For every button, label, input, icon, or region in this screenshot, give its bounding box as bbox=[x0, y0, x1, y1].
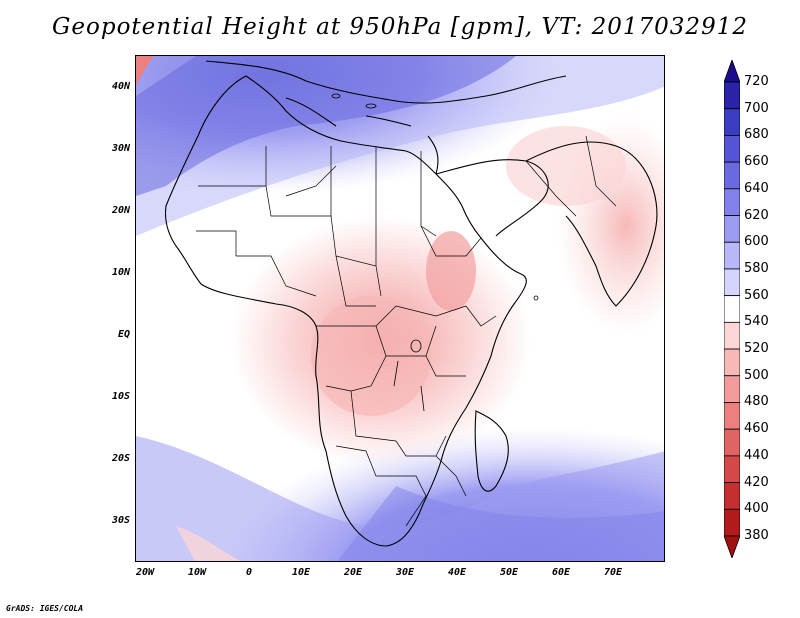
lon-label-40e: 40E bbox=[447, 567, 467, 578]
colorbar-bin bbox=[724, 161, 740, 190]
colorbar-label: 680 bbox=[744, 127, 769, 143]
colorbar-label: 720 bbox=[744, 74, 769, 89]
colorbar-label: 640 bbox=[744, 180, 769, 196]
lon-label-0: 0 bbox=[245, 567, 253, 578]
lat-label-30n: 30N bbox=[111, 143, 130, 154]
lakes-islands bbox=[331, 93, 539, 412]
colorbar-bin bbox=[724, 241, 740, 270]
colorbar-label: 440 bbox=[744, 447, 769, 463]
colorbar bbox=[724, 60, 740, 558]
colorbar-bin bbox=[724, 135, 740, 163]
lat-label-10s: 10S bbox=[111, 391, 130, 402]
grads-credit: GrADS: IGES/COLA bbox=[6, 604, 84, 613]
colorbar-label: 700 bbox=[744, 100, 769, 116]
colorbar-label: 500 bbox=[744, 367, 769, 383]
country-borders bbox=[196, 135, 617, 527]
colorbar-label: 460 bbox=[744, 421, 769, 437]
colorbar-bin bbox=[724, 428, 740, 457]
colorbar-label: 580 bbox=[744, 260, 769, 276]
lon-label-20w: 20W bbox=[135, 567, 155, 578]
lat-label-20n: 20N bbox=[111, 205, 130, 216]
colorbar-label: 540 bbox=[744, 314, 769, 330]
lon-label-70e: 70E bbox=[603, 567, 623, 578]
lat-label-10n: 10N bbox=[111, 267, 130, 278]
lat-label-20s: 20S bbox=[111, 453, 130, 464]
colorbar-label: 660 bbox=[744, 154, 769, 170]
colorbar-bin bbox=[724, 375, 740, 403]
colorbar-bin bbox=[724, 455, 740, 483]
lon-label-50e: 50E bbox=[499, 567, 519, 578]
lon-label-60e: 60E bbox=[551, 567, 571, 578]
height-field-map bbox=[136, 56, 664, 561]
colorbar-label: 620 bbox=[744, 207, 769, 223]
colorbar-label: 380 bbox=[744, 528, 769, 543]
colorbar-bin bbox=[724, 402, 740, 430]
coastline bbox=[164, 60, 658, 547]
colorbar-label: 400 bbox=[744, 501, 769, 517]
colorbar-bin bbox=[724, 215, 740, 243]
colorbar-bottom-triangle bbox=[724, 535, 740, 558]
colorbar-bin bbox=[724, 482, 740, 510]
colorbar-label: 600 bbox=[744, 234, 769, 250]
colorbar-bin bbox=[724, 295, 740, 323]
lat-label-40n: 40N bbox=[111, 81, 130, 92]
colorbar-bin bbox=[724, 81, 740, 110]
colorbar-top-triangle bbox=[724, 60, 740, 83]
colorbar-bin bbox=[724, 321, 740, 350]
lon-label-10w: 10W bbox=[187, 567, 207, 578]
colorbar-label: 420 bbox=[744, 474, 769, 490]
lon-label-30e: 30E bbox=[395, 567, 415, 578]
map-panel bbox=[135, 55, 665, 562]
colorbar-bin bbox=[724, 268, 740, 297]
colorbar-label: 560 bbox=[744, 287, 769, 303]
colorbar-bin bbox=[724, 108, 740, 136]
colorbar-bin bbox=[724, 188, 740, 216]
lat-label-eq: EQ bbox=[117, 329, 130, 340]
lon-label-20e: 20E bbox=[343, 567, 363, 578]
lon-label-10e: 10E bbox=[291, 567, 311, 578]
colorbar-bin bbox=[724, 348, 740, 377]
colorbar-bin bbox=[724, 508, 740, 537]
chart-title: Geopotential Height at 950hPa [gpm], VT:… bbox=[52, 14, 748, 40]
colorbar-label: 520 bbox=[744, 341, 769, 357]
lat-label-30s: 30S bbox=[111, 515, 130, 526]
colorbar-label: 480 bbox=[744, 394, 769, 410]
